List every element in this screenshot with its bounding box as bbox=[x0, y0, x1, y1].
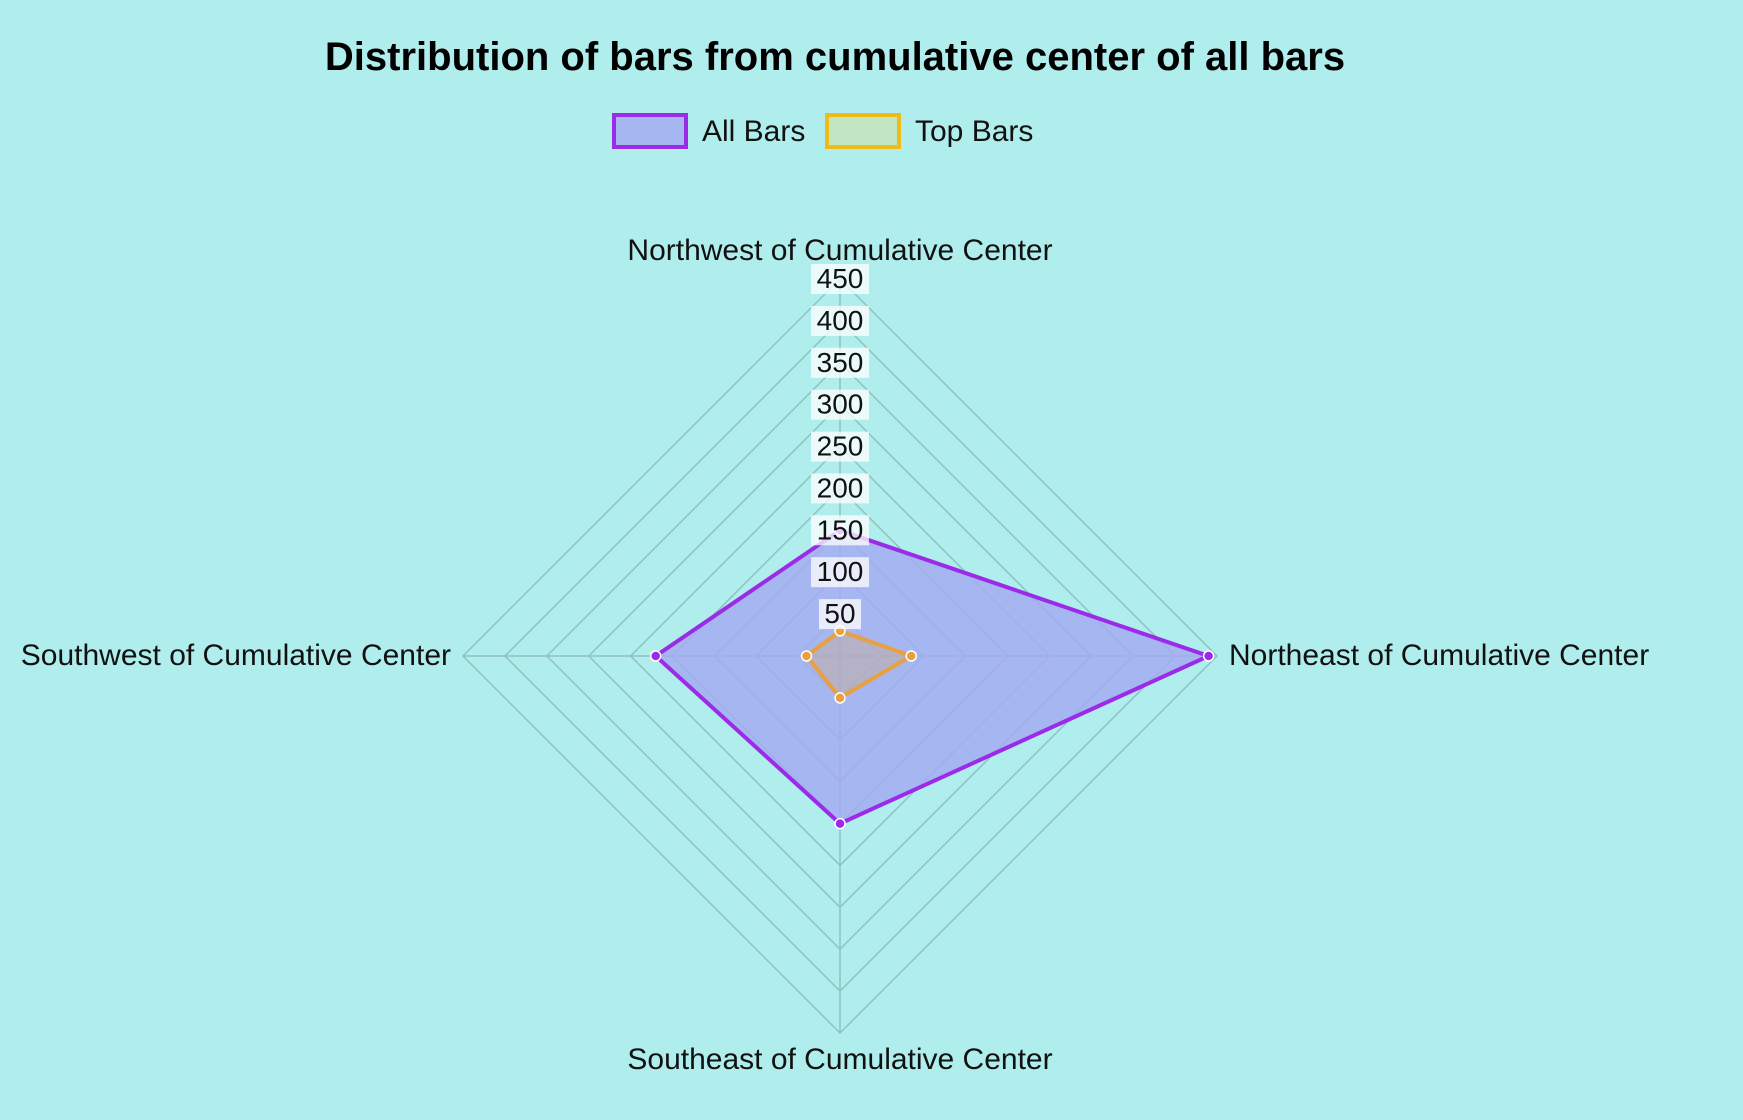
legend-swatch-top-bars bbox=[825, 113, 901, 149]
tick-label-text: 450 bbox=[817, 263, 864, 294]
tick-label-backdrop bbox=[811, 473, 869, 504]
data-point-all-bars[interactable] bbox=[649, 650, 662, 662]
tick-label-backdrop bbox=[811, 347, 869, 378]
tick-label-text: 400 bbox=[817, 305, 864, 336]
axis-label-northwest: Northwest of Cumulative Center bbox=[627, 234, 1052, 267]
axis-label-southeast: Southeast of Cumulative Center bbox=[627, 1043, 1052, 1076]
tick-label-text: 250 bbox=[817, 431, 864, 462]
tick-label: 50 bbox=[819, 598, 861, 630]
tick-label: 300 bbox=[811, 389, 869, 420]
legend-item-all-bars[interactable]: All Bars bbox=[612, 113, 805, 149]
data-point-top-bars[interactable] bbox=[800, 650, 813, 662]
legend-item-top-bars[interactable]: Top Bars bbox=[825, 113, 1033, 149]
legend-label-all-bars: All Bars bbox=[702, 115, 805, 148]
tick-label-backdrop bbox=[811, 305, 869, 336]
chart-title: Distribution of bars from cumulative cen… bbox=[325, 35, 1345, 79]
tick-label: 150 bbox=[811, 514, 869, 546]
tick-label-backdrop bbox=[811, 431, 869, 462]
tick-label-text: 50 bbox=[824, 598, 855, 629]
tick-label: 250 bbox=[811, 431, 869, 462]
tick-label: 400 bbox=[811, 305, 869, 336]
tick-label-backdrop bbox=[811, 264, 869, 294]
tick-label: 200 bbox=[811, 472, 869, 504]
axis-label-northeast: Northeast of Cumulative Center bbox=[1229, 639, 1649, 672]
legend: All Bars Top Bars bbox=[612, 113, 1033, 149]
tick-label-backdrop bbox=[811, 389, 869, 420]
data-point-all-bars[interactable] bbox=[834, 817, 846, 830]
radar-series bbox=[649, 524, 1215, 830]
tick-label-backdrop bbox=[811, 515, 869, 546]
tick-label-text: 100 bbox=[817, 556, 864, 587]
tick-label-backdrop bbox=[819, 599, 861, 630]
data-point-top-bars[interactable] bbox=[834, 692, 846, 704]
legend-label-top-bars: Top Bars bbox=[915, 115, 1033, 148]
tick-label-text: 150 bbox=[817, 514, 864, 545]
data-point-all-bars[interactable] bbox=[1202, 650, 1215, 662]
tick-label-text: 300 bbox=[817, 389, 864, 420]
tick-label-backdrop bbox=[811, 557, 869, 588]
tick-label: 350 bbox=[811, 347, 869, 378]
tick-label: 450 bbox=[811, 263, 869, 294]
radial-tick-labels: 50 100 150 200 250 300 350 400 450 bbox=[811, 263, 869, 630]
tick-label-text: 200 bbox=[817, 472, 864, 503]
axis-label-southwest: Southwest of Cumulative Center bbox=[21, 639, 451, 672]
data-point-top-bars[interactable] bbox=[905, 650, 917, 662]
tick-label-text: 350 bbox=[817, 347, 864, 378]
legend-swatch-all-bars bbox=[612, 113, 688, 149]
tick-label: 100 bbox=[811, 556, 869, 588]
